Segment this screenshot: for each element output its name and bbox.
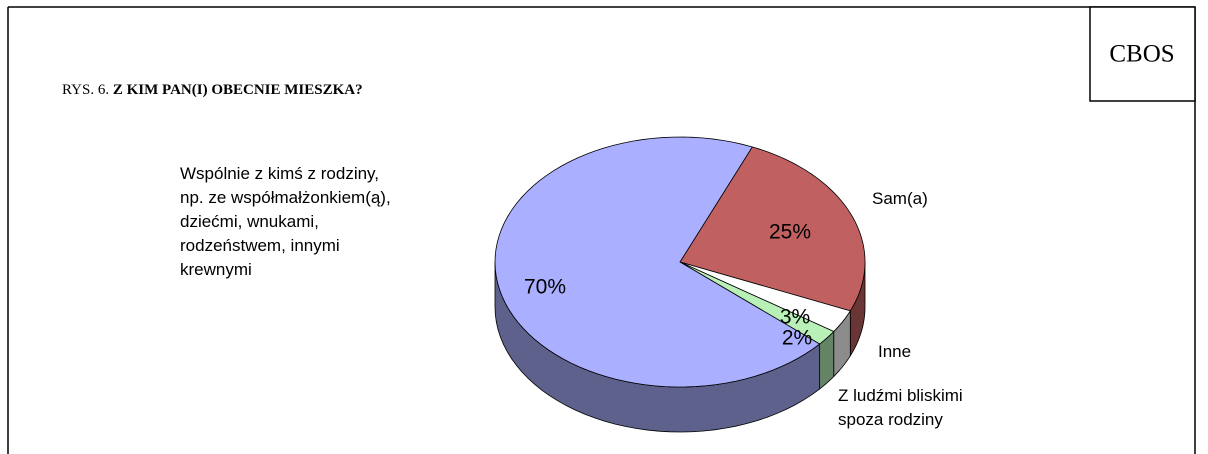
slice <box>494 136 821 388</box>
category-label: Z ludźmi bliskimi spoza rodziny <box>838 386 963 429</box>
source: CBOS <box>1109 41 1174 68</box>
chart-title: RYS. 6. Z KIM PAN(I) OBECNIE MIESZKA? <box>62 82 363 98</box>
category-label: Sam(a) <box>872 189 928 208</box>
slice <box>679 146 866 312</box>
value-label: 25% <box>769 221 811 244</box>
value-label: 2% <box>782 327 812 350</box>
slice <box>679 261 835 345</box>
source-box <box>1089 6 1196 102</box>
category-label: Wspólnie z kimś z rodziny, np. ze współma… <box>180 164 391 279</box>
pie <box>494 136 866 433</box>
category-label: Inne <box>878 342 911 361</box>
slice <box>679 261 851 333</box>
value-label: 3% <box>780 306 810 329</box>
title-text: Z KIM PAN(I) OBECNIE MIESZKA? <box>113 82 363 98</box>
title-prefix: RYS. 6. <box>62 82 109 98</box>
value-label: 70% <box>524 276 566 299</box>
